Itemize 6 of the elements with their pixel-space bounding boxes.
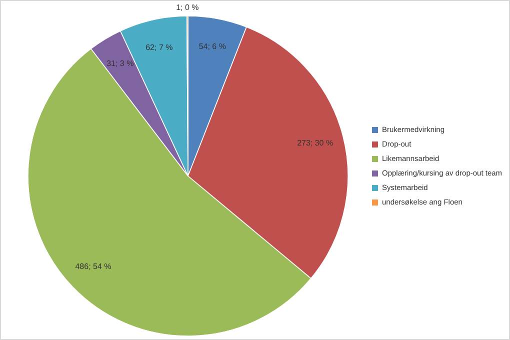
data-label: 486; 54 % xyxy=(75,262,112,271)
data-label: 54; 6 % xyxy=(198,42,226,52)
data-label: 62; 7 % xyxy=(146,43,173,52)
data-label: 1; 0 % xyxy=(176,3,199,12)
data-label: 31; 3 % xyxy=(106,58,134,68)
data-label: 273; 30 % xyxy=(297,138,334,148)
